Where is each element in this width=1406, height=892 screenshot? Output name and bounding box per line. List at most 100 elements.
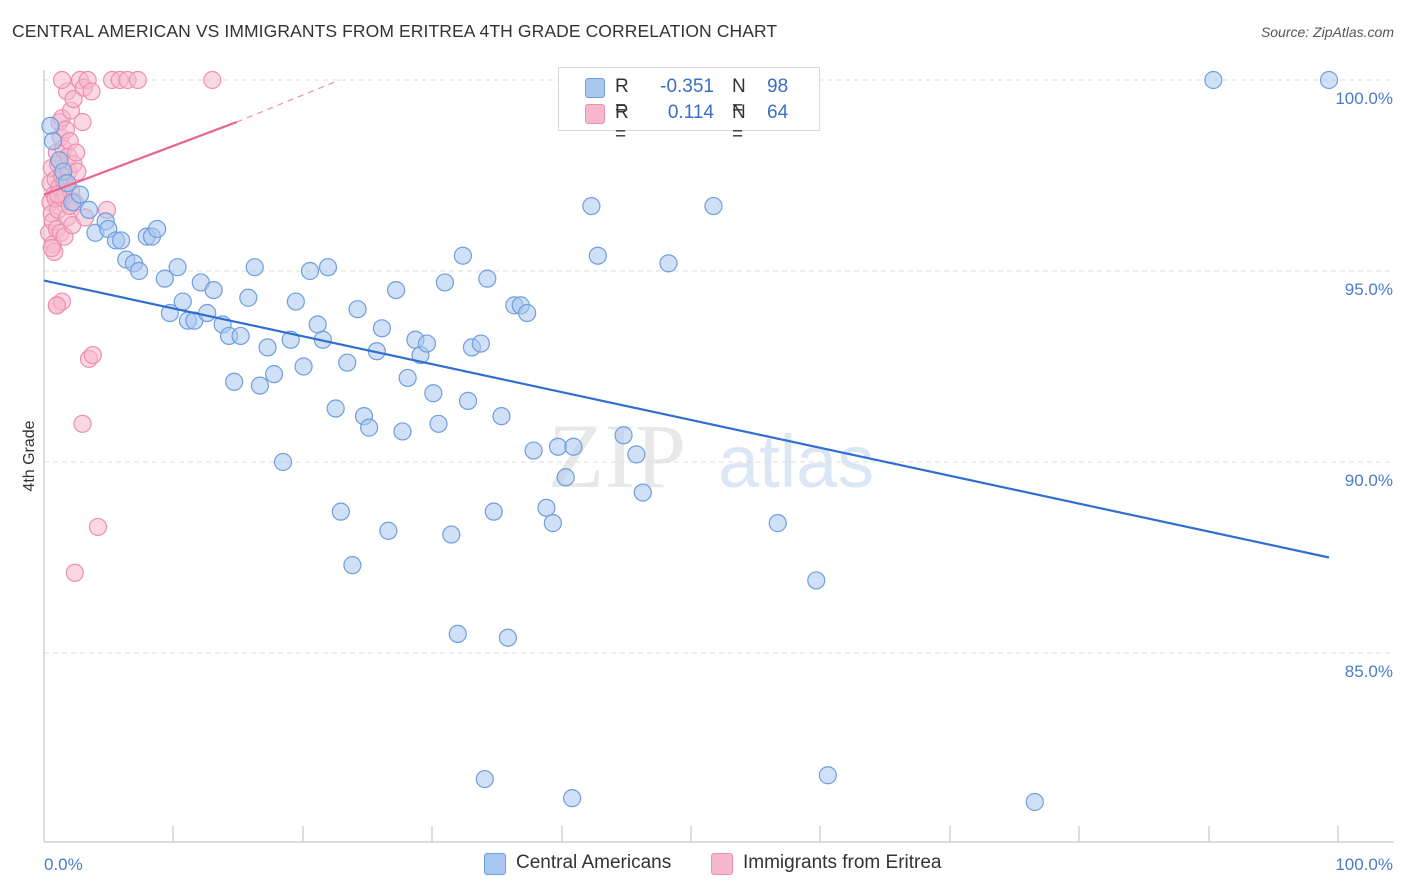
- point-eritrea: [52, 70, 72, 90]
- point-central-american: [818, 766, 837, 785]
- point-central-american: [147, 219, 167, 239]
- point-central-american: [475, 769, 494, 789]
- point-central-american: [43, 132, 63, 151]
- y-tick-label: 90.0%: [1345, 471, 1393, 490]
- point-eritrea: [64, 89, 83, 109]
- point-central-american: [250, 376, 269, 395]
- point-central-american: [198, 303, 217, 323]
- point-central-american: [424, 384, 443, 403]
- point-central-american: [273, 452, 293, 472]
- point-central-american: [372, 319, 392, 338]
- point-central-american: [498, 628, 517, 647]
- point-central-american: [543, 514, 562, 533]
- point-central-american: [239, 288, 258, 307]
- point-central-american: [458, 391, 478, 410]
- point-central-american: [548, 437, 568, 456]
- point-central-american: [582, 196, 601, 216]
- point-central-american: [386, 281, 406, 300]
- chart-title: CENTRAL AMERICAN VS IMMIGRANTS FROM ERIT…: [12, 21, 778, 41]
- point-central-american: [204, 281, 223, 300]
- series-central-american-points: [41, 70, 1339, 812]
- point-central-american: [41, 116, 60, 135]
- point-central-american: [326, 399, 345, 418]
- point-central-american: [231, 326, 250, 346]
- point-central-american: [537, 498, 556, 517]
- point-central-american: [435, 273, 455, 292]
- point-central-american: [129, 261, 149, 281]
- point-central-american: [1319, 70, 1339, 90]
- point-central-american: [448, 624, 467, 644]
- point-central-american: [308, 315, 327, 334]
- point-central-american: [379, 521, 398, 540]
- point-central-american: [258, 338, 277, 357]
- point-central-american: [70, 185, 90, 204]
- point-central-american: [556, 468, 575, 487]
- x-ticks: [43, 826, 1339, 842]
- point-central-american: [1025, 792, 1044, 812]
- point-central-american: [442, 525, 461, 544]
- point-eritrea: [42, 238, 61, 258]
- legend-r-value: 0.114: [667, 102, 714, 123]
- point-eritrea: [73, 414, 92, 433]
- legend-r-label: R =: [615, 76, 629, 119]
- x-tick-labels: 0.0% 100.0%: [44, 855, 1393, 874]
- point-central-american: [264, 365, 284, 384]
- legend-swatch-pink: [585, 104, 605, 124]
- legend-r-value: -0.351: [660, 76, 714, 97]
- point-central-american: [300, 261, 320, 281]
- point-central-american: [294, 357, 313, 376]
- point-central-american: [768, 514, 787, 533]
- point-central-american: [471, 334, 490, 353]
- watermark-zip: ZIP: [548, 405, 686, 507]
- point-central-american: [286, 292, 305, 311]
- point-central-american: [417, 334, 437, 353]
- point-central-american: [338, 353, 357, 372]
- point-central-american: [807, 571, 826, 590]
- trend-line-eritrea: [43, 120, 238, 196]
- point-central-american: [398, 368, 417, 388]
- y-axis-label: 4th Grade: [21, 420, 38, 491]
- source-label: Source: ZipAtlas.com: [1260, 24, 1394, 40]
- legend-swatch-blue: [585, 78, 605, 98]
- gridlines: [44, 79, 1394, 654]
- point-eritrea: [65, 563, 84, 582]
- point-central-american: [348, 300, 367, 319]
- point-central-american: [484, 502, 503, 521]
- trend-line-central-american: [43, 279, 1330, 559]
- point-central-american: [478, 269, 497, 288]
- point-central-american: [318, 258, 338, 277]
- point-central-american: [173, 292, 192, 311]
- legend-n-label: N =: [732, 102, 746, 145]
- point-central-american: [633, 483, 652, 502]
- point-eritrea: [47, 296, 66, 315]
- bottom-legend-swatch-pink: [711, 853, 733, 875]
- point-eritrea: [83, 345, 102, 365]
- legend-n-label: N =: [732, 76, 746, 119]
- point-central-american: [111, 231, 131, 250]
- point-eritrea: [67, 143, 86, 162]
- point-central-american: [79, 200, 99, 219]
- point-central-american: [1204, 70, 1223, 90]
- point-central-american: [155, 269, 174, 288]
- bottom-legend-label: Central Americans: [516, 852, 672, 873]
- point-central-american: [524, 441, 543, 460]
- point-central-american: [588, 246, 607, 265]
- point-eritrea: [203, 70, 222, 90]
- point-eritrea: [88, 517, 108, 537]
- y-tick-label: 85.0%: [1345, 662, 1393, 681]
- point-central-american: [429, 414, 448, 433]
- bottom-legend-label: Immigrants from Eritrea: [743, 852, 942, 873]
- point-central-american: [393, 422, 412, 441]
- trend-lines: [43, 79, 1330, 559]
- point-central-american: [614, 426, 633, 445]
- x-tick-label-max: 100.0%: [1335, 855, 1393, 874]
- y-tick-label: 100.0%: [1335, 89, 1393, 108]
- point-eritrea: [128, 70, 147, 90]
- point-central-american: [704, 196, 723, 216]
- point-eritrea: [82, 82, 101, 101]
- point-central-american: [360, 418, 379, 437]
- point-central-american: [659, 254, 678, 273]
- point-central-american: [627, 445, 646, 464]
- legend-r-label: R =: [615, 102, 629, 145]
